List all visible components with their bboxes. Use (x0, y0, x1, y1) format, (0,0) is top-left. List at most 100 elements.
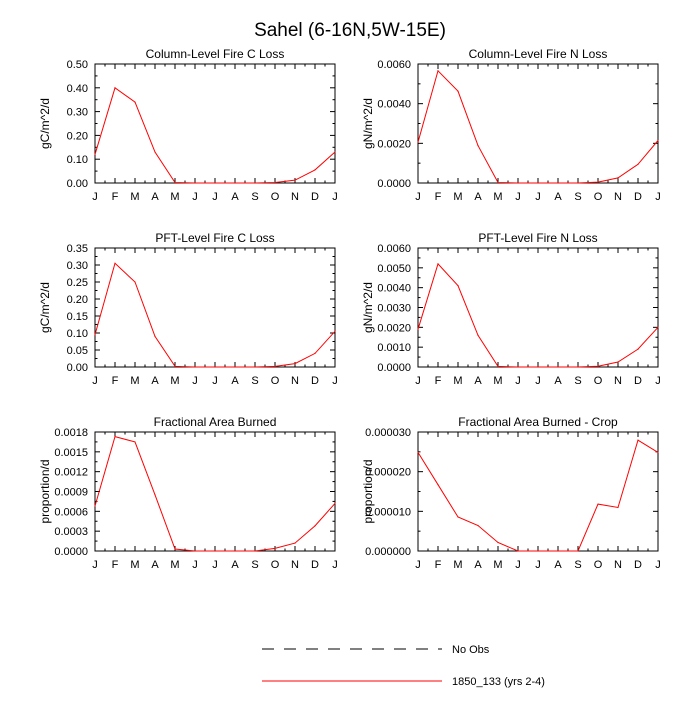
x-tick-label: O (594, 375, 603, 387)
x-tick-label: A (151, 375, 159, 387)
data-point (497, 181, 499, 184)
x-tick-label: J (415, 191, 421, 203)
data-point (174, 548, 176, 550)
data-point (557, 550, 559, 552)
data-point (154, 151, 156, 153)
x-tick-label: M (493, 559, 502, 571)
x-tick-label: N (614, 375, 622, 387)
y-tick-label: 0.00 (67, 178, 88, 190)
y-tick-label: 0.05 (67, 345, 88, 357)
x-tick-label: J (332, 191, 338, 203)
plot-frame (417, 247, 659, 368)
y-tick-label: 0.10 (67, 154, 88, 166)
data-point (657, 326, 659, 328)
y-tick-label: 0.0060 (377, 59, 411, 71)
data-point (657, 139, 659, 142)
x-tick-label: S (251, 559, 258, 571)
data-point (134, 281, 136, 283)
y-axis-label: gC/m^2/d (38, 282, 52, 333)
x-tick-label: A (474, 191, 482, 203)
data-point (274, 365, 276, 367)
x-tick-label: O (594, 559, 603, 571)
x-tick-label: A (474, 559, 482, 571)
x-tick-label: J (415, 375, 421, 387)
x-tick-label: F (112, 375, 119, 387)
x-tick-label: J (535, 375, 541, 387)
data-point (114, 436, 116, 438)
data-point (597, 503, 599, 505)
x-tick-label: J (515, 191, 521, 203)
y-tick-label: 0.20 (67, 130, 88, 142)
plot-frame (417, 431, 659, 552)
x-tick-label: D (634, 375, 642, 387)
y-tick-label: 0.0003 (54, 526, 88, 538)
x-tick-label: M (170, 559, 179, 571)
x-tick-label: J (192, 559, 198, 571)
x-tick-label: O (271, 375, 280, 387)
y-tick-label: 0.0010 (377, 342, 411, 354)
y-tick-label: 0.15 (67, 311, 88, 323)
y-tick-label: 0.0000 (377, 362, 411, 374)
data-point (214, 366, 216, 368)
data-point (437, 484, 439, 486)
plot-frame (94, 63, 336, 184)
data-point (334, 151, 336, 153)
y-tick-label: 0.0006 (54, 506, 88, 518)
x-tick-label: N (291, 559, 299, 571)
y-tick-label: 0.0040 (377, 283, 411, 295)
y-tick-label: 0.000000 (365, 546, 411, 558)
x-tick-label: M (170, 191, 179, 203)
data-point (234, 182, 236, 184)
x-tick-label: A (231, 559, 239, 571)
x-tick-label: J (212, 375, 218, 387)
panel-title: Column-Level Fire N Loss (469, 47, 608, 61)
series-line (417, 439, 659, 552)
panel-title: Fractional Area Burned - Crop (458, 415, 618, 429)
data-point (617, 177, 619, 179)
x-tick-label: O (271, 559, 280, 571)
data-point (294, 363, 296, 365)
figure-title: Sahel (6-16N,5W-15E) (254, 20, 446, 41)
data-point (477, 334, 479, 336)
x-tick-label: M (493, 191, 502, 203)
x-tick-label: J (332, 375, 338, 387)
series-line (94, 86, 336, 184)
x-tick-label: F (112, 559, 119, 571)
panel-title: Fractional Area Burned (154, 415, 277, 429)
x-tick-label: A (474, 375, 482, 387)
y-tick-label: 0.30 (67, 260, 88, 272)
data-point (114, 262, 116, 264)
x-tick-label: S (574, 559, 581, 571)
y-tick-label: 0.25 (67, 277, 88, 289)
data-point (334, 330, 336, 332)
x-tick-label: A (554, 559, 562, 571)
x-tick-label: D (311, 191, 319, 203)
y-tick-label: 0.0020 (377, 138, 411, 150)
x-tick-label: S (251, 375, 258, 387)
legend-label-no-obs: No Obs (452, 644, 490, 656)
y-tick-label: 0.0040 (377, 99, 411, 111)
data-point (617, 361, 619, 363)
data-point (154, 335, 156, 337)
x-tick-label: J (655, 559, 661, 571)
x-tick-label: S (251, 191, 258, 203)
legend: No Obs 1850_133 (yrs 2-4) (262, 644, 545, 688)
data-point (417, 451, 419, 453)
data-point (417, 328, 419, 330)
x-tick-label: A (151, 191, 159, 203)
data-point (294, 542, 296, 544)
data-point (457, 516, 459, 518)
x-tick-label: F (435, 375, 442, 387)
legend-label-1850-133: 1850_133 (yrs 2-4) (452, 676, 545, 688)
data-point (577, 182, 579, 184)
data-point (517, 550, 519, 552)
y-axis-label: gN/m^2/d (361, 98, 375, 149)
data-point (314, 525, 316, 527)
data-point (174, 365, 176, 367)
y-tick-label: 0.0012 (54, 467, 88, 479)
x-tick-label: M (130, 375, 139, 387)
